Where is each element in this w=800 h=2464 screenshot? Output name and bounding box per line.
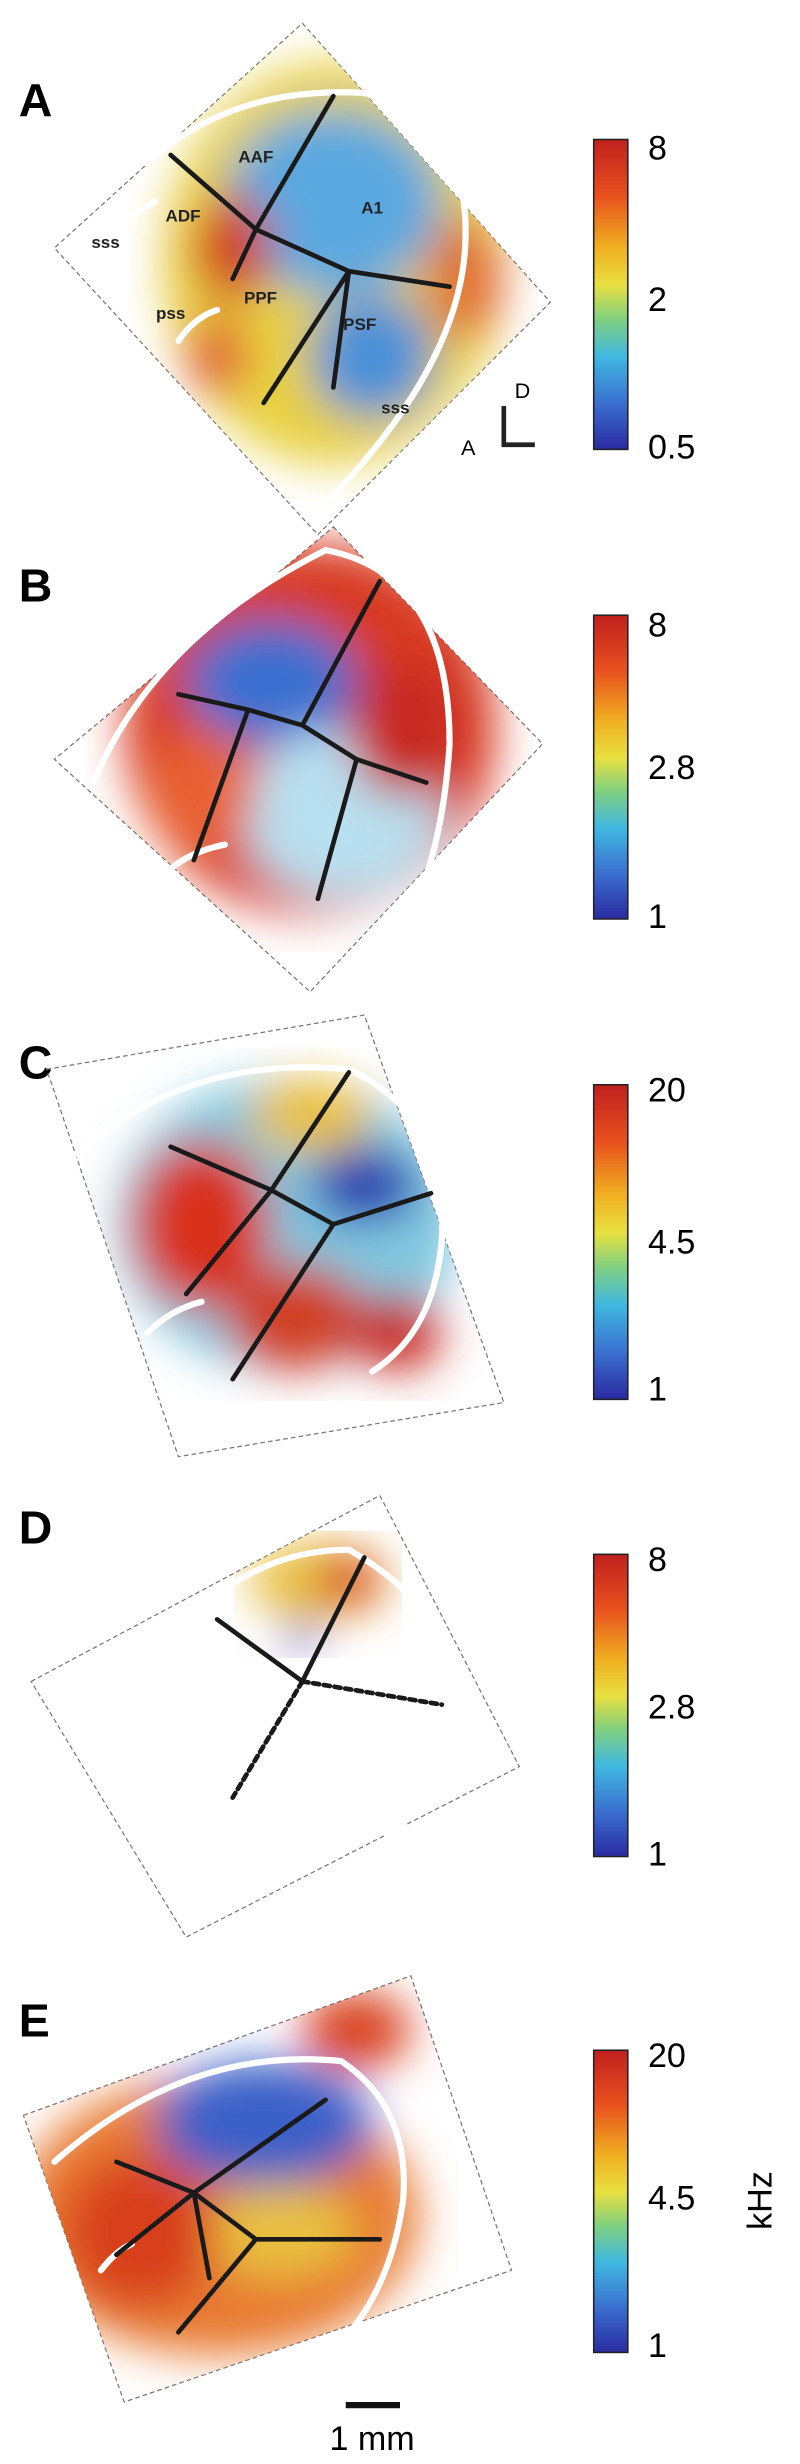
sulcus <box>51 2056 407 2367</box>
sulcus <box>144 1298 205 1336</box>
panel-letter: C <box>19 1037 53 1089</box>
field-border <box>230 1679 445 1800</box>
sulcus <box>59 198 159 248</box>
panel-letter: B <box>19 559 53 611</box>
panel-d: D 8 2.8 1 <box>19 1494 695 1938</box>
orientation-label: D <box>515 378 531 403</box>
colorbar-tick: 4.5 <box>648 1223 695 1261</box>
orientation-label: A <box>461 435 476 460</box>
panel-c: C 20 4.5 1 <box>19 1014 695 1458</box>
region-label: AAF <box>238 148 273 167</box>
field-border <box>168 93 452 406</box>
field-border <box>114 2097 383 2335</box>
colorbar <box>592 614 629 920</box>
colorbar <box>592 138 629 451</box>
panel-e: E 20 4.5 1 kHz 1 mm <box>19 1975 780 2458</box>
colorbar-tick: 8 <box>648 607 667 645</box>
field-border <box>168 1070 434 1382</box>
region-label: PPF <box>244 289 277 308</box>
colorbar <box>592 1553 629 1858</box>
colorbar-tick: 1 <box>648 1836 667 1874</box>
colorbar <box>592 2049 629 2354</box>
frequency-map <box>116 1077 458 1372</box>
sulcus <box>90 546 453 949</box>
colorbar-tick: 4.5 <box>648 2180 695 2218</box>
region-label: PSF <box>343 315 376 334</box>
scale-bar-label: 1 mm <box>330 2420 415 2458</box>
region-label: ADF <box>166 206 201 225</box>
colorbar-tick: 8 <box>648 129 667 167</box>
field-border <box>176 578 429 902</box>
panel-a: A AAF A1 ADF sss pss PPF PSF sss D A 8 2… <box>19 22 695 536</box>
region-label: sss <box>381 399 409 418</box>
region-label: pss <box>156 304 185 323</box>
colorbar-tick: 2.8 <box>648 1688 695 1726</box>
panel-letter: D <box>19 1501 53 1553</box>
colorbar-tick: 0.5 <box>648 428 695 466</box>
region-label: sss <box>91 233 119 252</box>
sulcus <box>105 1546 454 1840</box>
panel-letter: A <box>19 74 53 126</box>
orientation-marker <box>501 406 535 448</box>
colorbar-tick: 20 <box>648 1072 686 1110</box>
sulcus <box>175 306 221 345</box>
colorbar-tick: 2 <box>648 281 667 319</box>
colorbar-unit: kHz <box>742 2171 780 2230</box>
sulcus <box>144 89 469 515</box>
panel-b: B 8 2.8 1 <box>19 526 695 993</box>
sulcus <box>74 1064 446 1375</box>
colorbar-tick: 1 <box>648 2327 667 2365</box>
frequency-map <box>23 1991 419 2356</box>
colorbar-tick: 1 <box>648 898 667 936</box>
panel-letter: E <box>19 1994 50 2046</box>
colorbar-tick: 8 <box>648 1541 667 1579</box>
colorbar-tick: 1 <box>648 1371 667 1409</box>
sulcus <box>159 841 228 879</box>
sulcus <box>221 1771 259 1809</box>
region-label: A1 <box>361 199 383 218</box>
map-background <box>22 1975 513 2403</box>
colorbar-tick: 20 <box>648 2037 686 2075</box>
colorbar <box>592 1084 629 1401</box>
colorbar-tick: 2.8 <box>648 749 695 787</box>
